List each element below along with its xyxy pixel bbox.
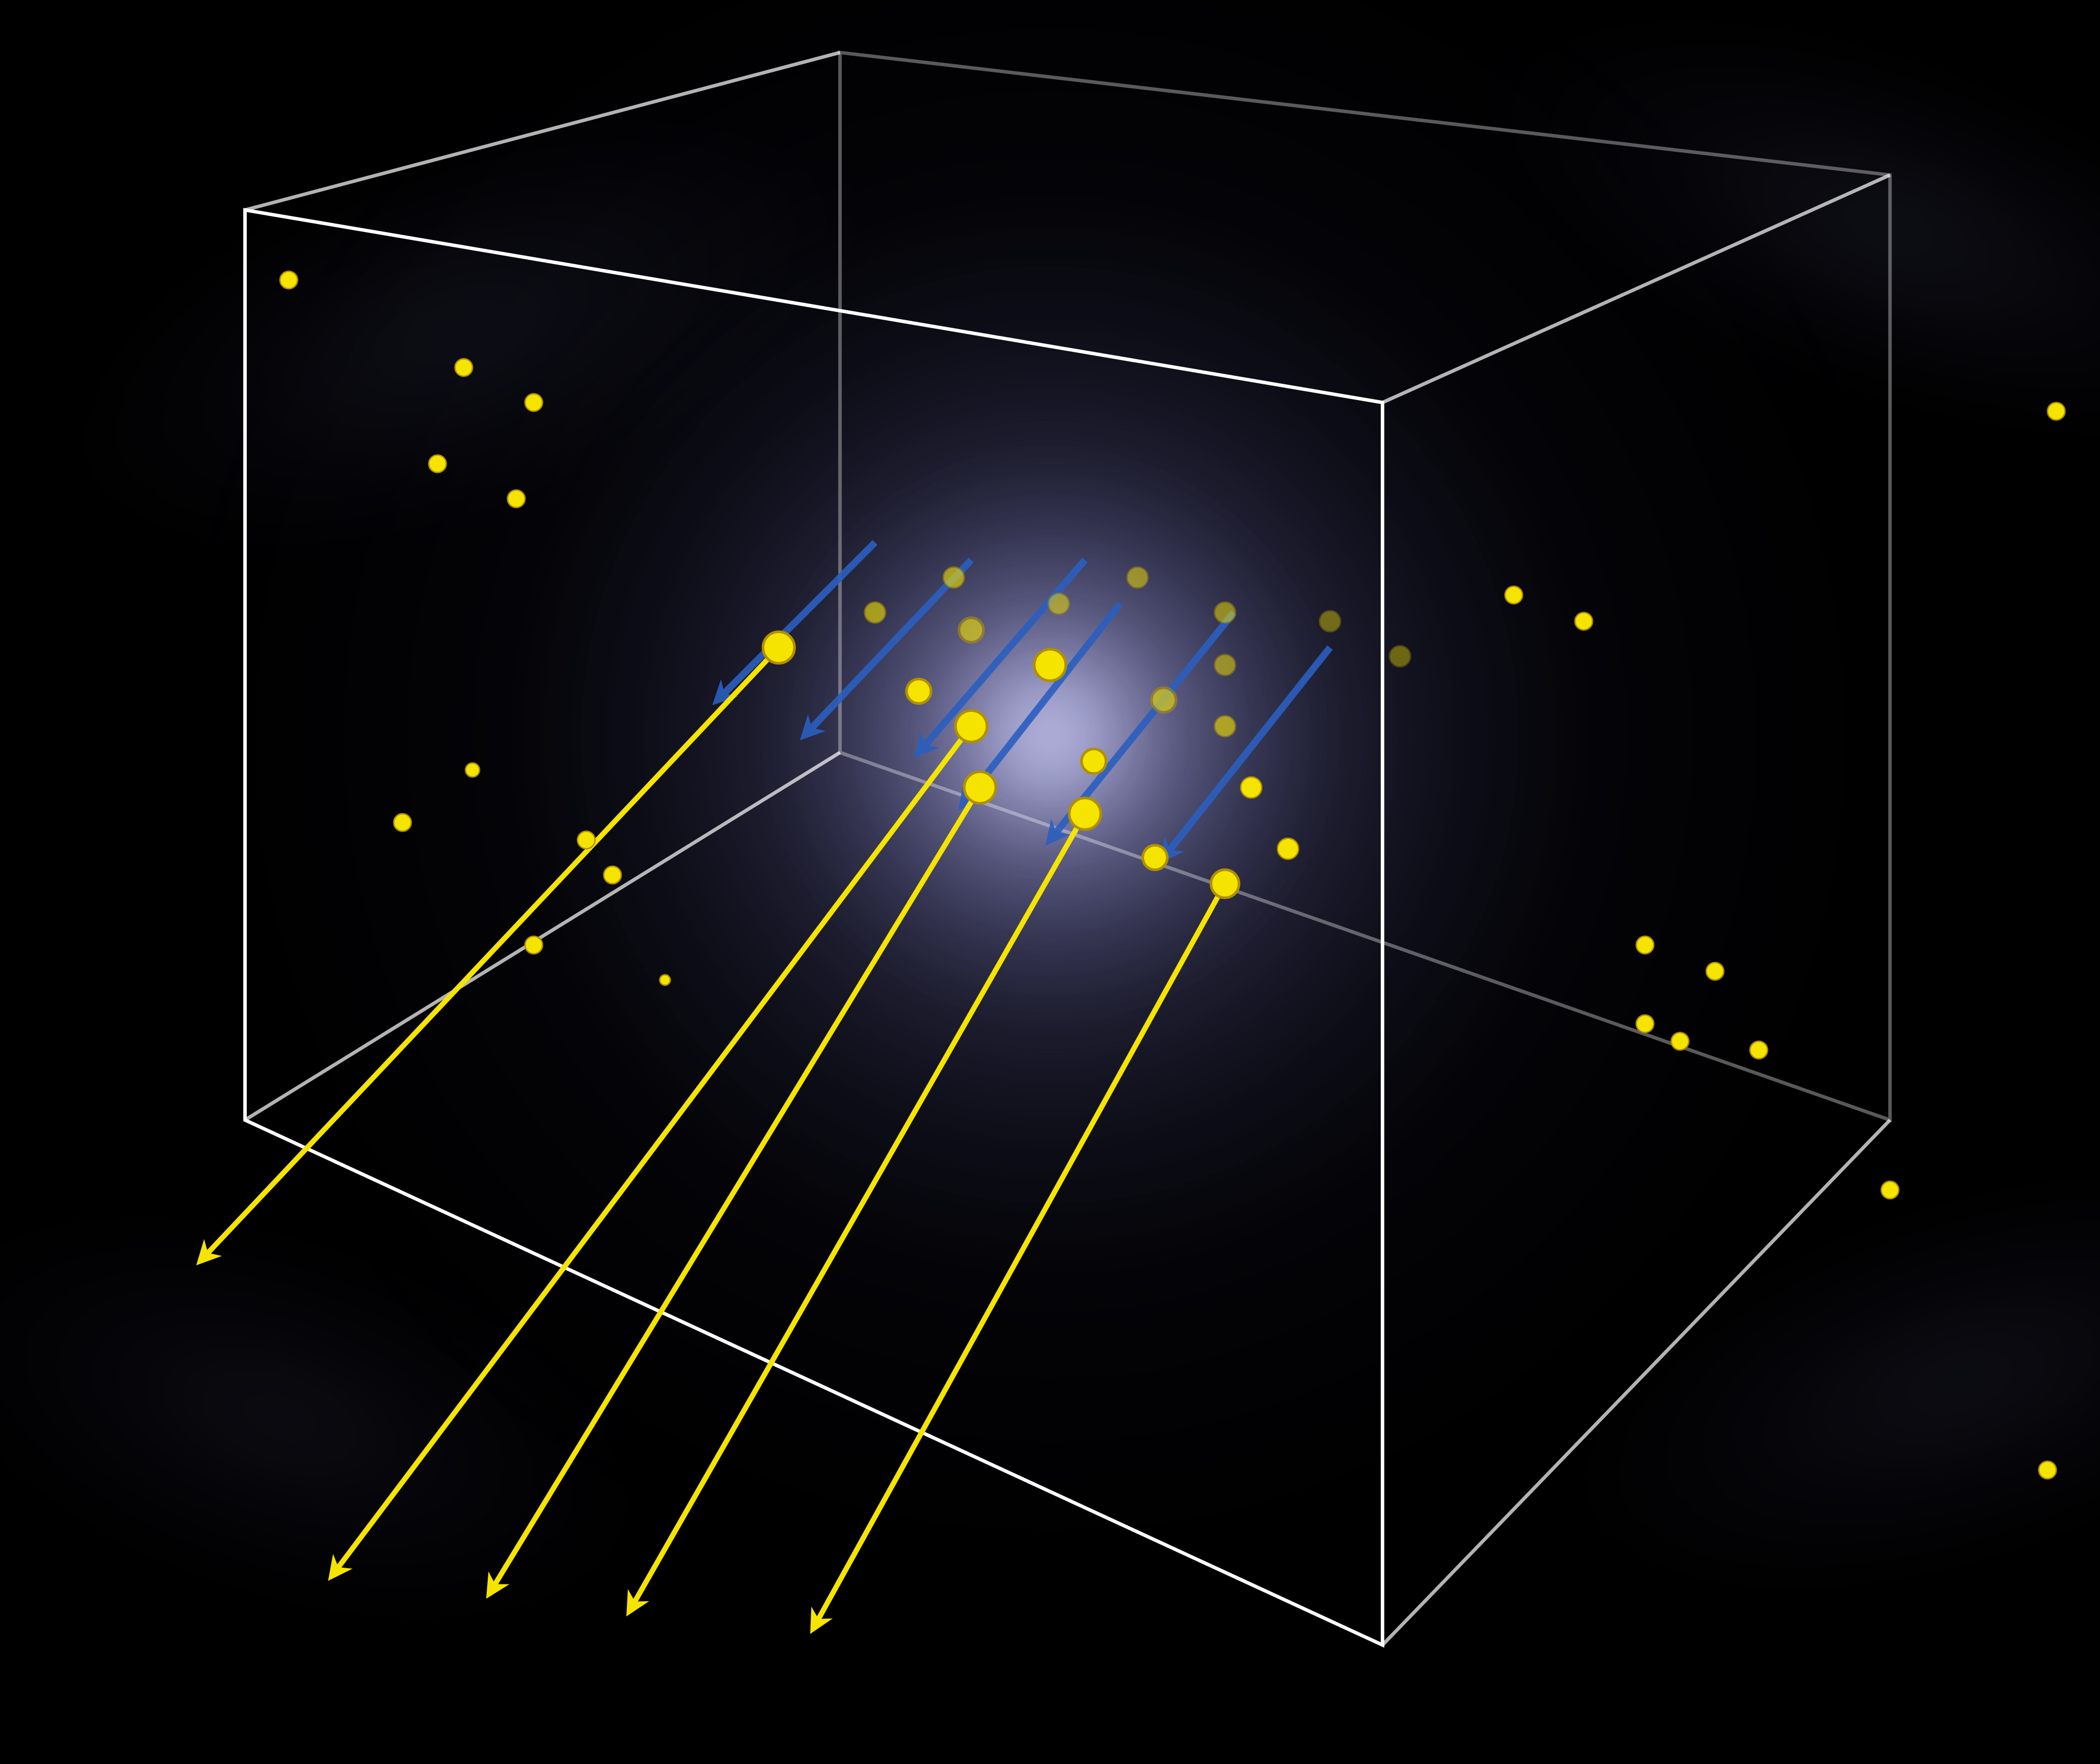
particle: [1241, 777, 1262, 798]
particle: [660, 975, 670, 985]
particle: [604, 866, 621, 884]
particle: [280, 271, 297, 289]
particle: [1575, 613, 1592, 630]
particle: [1211, 870, 1239, 898]
particle: [1636, 1015, 1654, 1032]
particle: [1069, 798, 1101, 830]
particle: [1319, 611, 1340, 632]
particle: [907, 679, 931, 704]
particle: [1750, 1041, 1767, 1058]
particle: [1214, 716, 1235, 737]
particle: [455, 359, 472, 376]
particle: [508, 490, 525, 507]
particle: [466, 763, 480, 777]
particle: [1082, 749, 1106, 774]
particle: [959, 618, 984, 643]
nebula: [0, 0, 2100, 1730]
particle: [1143, 845, 1168, 870]
particle: [1034, 649, 1066, 681]
particle: [865, 602, 886, 623]
particle: [1636, 936, 1654, 953]
particle: [1277, 838, 1298, 859]
particle: [578, 831, 595, 848]
particle: [525, 394, 542, 411]
particle: [1151, 688, 1176, 712]
particle: [1214, 602, 1235, 623]
particle: [943, 567, 964, 588]
particle: [1706, 962, 1724, 980]
particle: [1390, 646, 1411, 667]
particle: [429, 455, 446, 472]
particle: [1505, 586, 1522, 604]
particle: [1214, 655, 1235, 676]
particle: [394, 814, 411, 831]
particle: [956, 710, 987, 742]
particle: [763, 632, 794, 663]
particle: [1671, 1033, 1688, 1050]
particle: [1048, 593, 1069, 614]
particle: [2039, 1461, 2056, 1478]
particle: [1127, 567, 1148, 588]
particle: [964, 772, 996, 803]
diagram-scene: [0, 0, 2100, 1764]
particle: [2048, 403, 2065, 420]
particle: [1881, 1181, 1898, 1199]
particle: [525, 936, 542, 953]
